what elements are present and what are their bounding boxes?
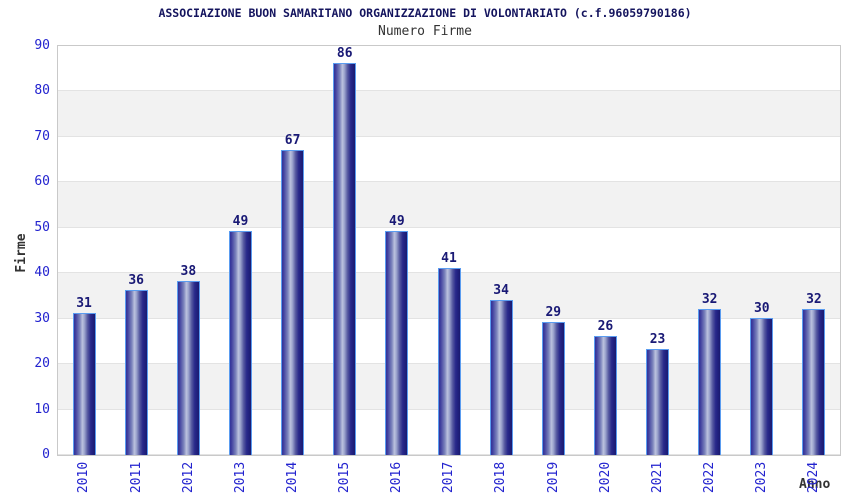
bar-value-label: 32 xyxy=(701,291,718,307)
y-tick-label: 10 xyxy=(34,401,50,417)
x-tick: 2014 xyxy=(274,457,312,497)
chart-subtitle: Numero Firme xyxy=(378,24,472,39)
bar-2019 xyxy=(541,322,565,455)
y-tick-label: 60 xyxy=(34,174,50,190)
x-tick-label: 2016 xyxy=(389,461,405,493)
grid-band xyxy=(58,182,840,228)
bar-2018 xyxy=(489,299,513,455)
x-tick-label: 2015 xyxy=(337,461,353,493)
x-tick-label: 2012 xyxy=(180,461,196,493)
x-tick-label: 2011 xyxy=(128,461,144,493)
y-tick-label: 0 xyxy=(42,447,50,462)
x-tick-label: 2017 xyxy=(441,461,457,493)
bar-2022 xyxy=(698,308,722,455)
x-tick: 2021 xyxy=(639,457,677,497)
bar-value-label: 34 xyxy=(493,282,509,298)
bar-value-label: 23 xyxy=(649,332,666,348)
bar-value-label: 26 xyxy=(597,318,614,334)
bar-value-label: 49 xyxy=(389,214,405,230)
bar-2024 xyxy=(802,308,826,455)
x-tick-label: 2024 xyxy=(806,461,822,493)
x-tick: 2012 xyxy=(169,457,207,497)
x-tick-label: 2023 xyxy=(754,461,770,493)
bar-2012 xyxy=(176,281,200,455)
x-tick: 2024 xyxy=(795,457,833,497)
x-tick: 2018 xyxy=(482,457,520,497)
bar-value-label: 31 xyxy=(76,296,92,312)
grid-band xyxy=(58,136,840,183)
x-tick: 2020 xyxy=(586,457,624,497)
x-tick-label: 2019 xyxy=(545,461,561,493)
x-tick-label: 2013 xyxy=(232,461,248,493)
x-tick: 2015 xyxy=(326,457,364,497)
x-tick-label: 2022 xyxy=(702,461,718,493)
y-tick-label: 80 xyxy=(34,83,50,99)
bar-value-label: 36 xyxy=(128,273,145,289)
bar-value-label: 38 xyxy=(180,264,197,280)
bar-2011 xyxy=(124,290,148,455)
bar-2015 xyxy=(333,63,357,455)
grid-band xyxy=(58,46,840,92)
x-tick-label: 2010 xyxy=(76,461,92,493)
bar-2010 xyxy=(72,313,96,455)
x-tick: 2011 xyxy=(117,457,155,497)
x-tick: 2022 xyxy=(691,457,729,497)
bar-value-label: 30 xyxy=(753,300,770,316)
bar-value-label: 86 xyxy=(336,46,353,62)
bar-value-label: 49 xyxy=(232,214,249,230)
grid-band xyxy=(58,91,840,137)
y-tick-label: 50 xyxy=(34,219,50,235)
x-axis-title: Anno xyxy=(799,477,831,492)
bar-2023 xyxy=(750,317,774,455)
bar-2016 xyxy=(385,231,409,455)
bar-2014 xyxy=(281,149,305,455)
plot-area: 31 36 38 49 67 86 49 41 34 29 26 23 32 30 32 xyxy=(57,45,841,456)
y-tick-label: 30 xyxy=(34,310,50,326)
x-tick: 2023 xyxy=(743,457,781,497)
x-tick-label: 2018 xyxy=(493,461,509,493)
bar-value-label: 67 xyxy=(284,132,301,148)
x-tick: 2016 xyxy=(378,457,416,497)
bar-value-label: 32 xyxy=(806,291,822,307)
bar-2020 xyxy=(593,335,617,455)
y-tick-label: 90 xyxy=(34,38,50,53)
y-tick-label: 40 xyxy=(34,265,50,281)
x-tick: 2013 xyxy=(221,457,259,497)
bar-2021 xyxy=(646,349,670,455)
x-tick: 2010 xyxy=(65,457,103,497)
x-tick: 2017 xyxy=(430,457,468,497)
x-tick-label: 2021 xyxy=(650,461,666,493)
x-tick-label: 2014 xyxy=(285,461,301,493)
chart-title: ASSOCIAZIONE BUON SAMARITANO ORGANIZZAZI… xyxy=(158,6,692,20)
bar-2013 xyxy=(228,231,252,455)
x-tick-label: 2020 xyxy=(597,461,613,493)
y-tick-label: 70 xyxy=(34,128,50,144)
bar-2017 xyxy=(437,267,461,455)
bar-value-label: 29 xyxy=(545,305,562,321)
bar-value-label: 41 xyxy=(441,250,457,266)
x-tick: 2019 xyxy=(534,457,572,497)
y-tick-label: 20 xyxy=(34,356,50,372)
